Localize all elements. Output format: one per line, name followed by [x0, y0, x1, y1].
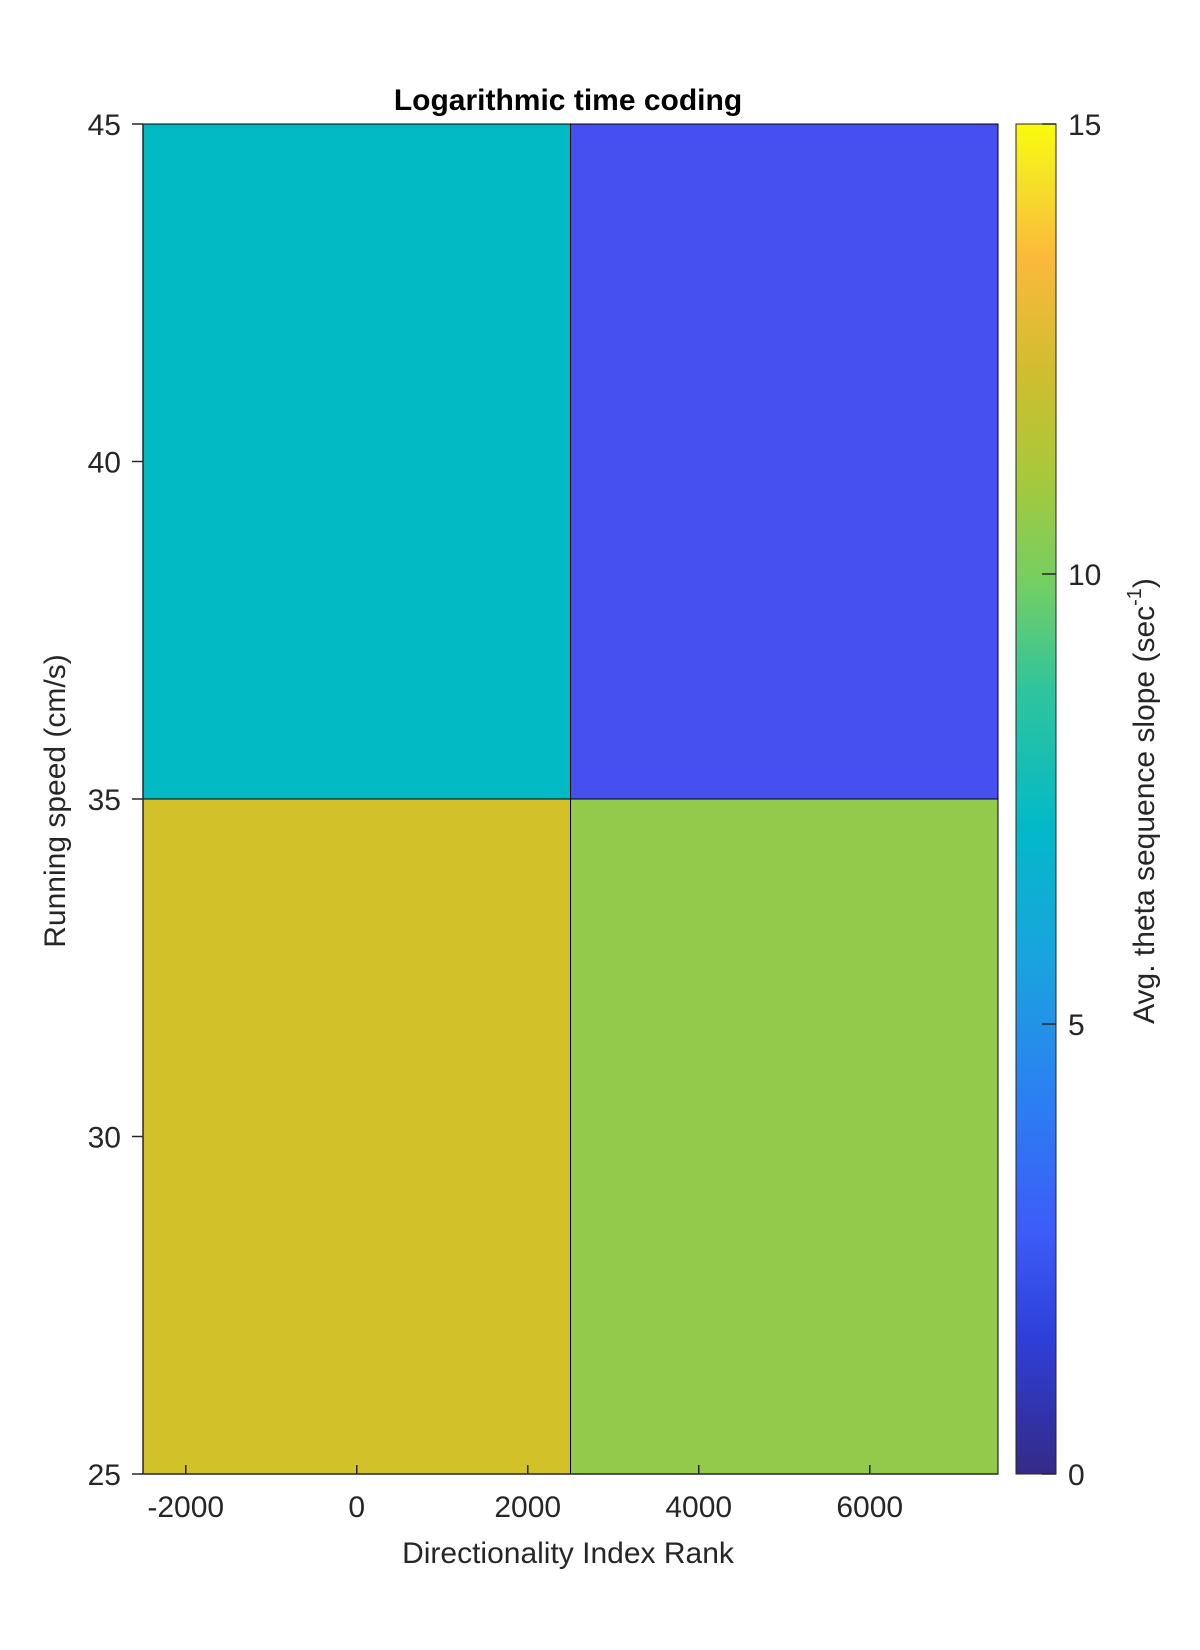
- colorbar-label: Avg. theta sequence slope (sec-1): [1124, 578, 1161, 1024]
- x-axis: -2000 0 2000 4000 6000: [143, 1465, 998, 1524]
- chart-title: Logarithmic time coding: [394, 84, 742, 117]
- y-tick-label: 45: [88, 109, 121, 142]
- colorbar-tick-label: 10: [1068, 559, 1101, 592]
- heatmap-cell-1: [570, 123, 999, 800]
- x-tick-label: 0: [348, 1491, 365, 1524]
- colorbar-label-suffix: ): [1128, 578, 1161, 588]
- y-axis-label: Running speed (cm/s): [39, 654, 72, 947]
- colorbar-tick-label: 15: [1068, 109, 1101, 142]
- x-axis-label: Directionality Index Rank: [402, 1537, 735, 1570]
- colorbar: 0 5 10 15: [1015, 109, 1101, 1492]
- x-tick-label: 4000: [665, 1491, 732, 1524]
- x-tick-label: -2000: [147, 1491, 224, 1524]
- heatmap-cell-3: [570, 798, 999, 1475]
- y-axis: 25 30 35 40 45: [88, 109, 144, 1492]
- x-tick-label: 2000: [494, 1491, 561, 1524]
- heatmap-cells: [142, 123, 999, 1475]
- heatmap-cell-0: [142, 123, 571, 800]
- colorbar-gradient: [1015, 123, 1057, 1475]
- y-tick-label: 25: [88, 1459, 121, 1492]
- heatmap-cell-2: [142, 798, 571, 1475]
- y-tick-label: 35: [88, 784, 121, 817]
- colorbar-tick-label: 0: [1068, 1459, 1085, 1492]
- colorbar-tick-label: 5: [1068, 1009, 1085, 1042]
- colorbar-label-superscript: -1: [1124, 588, 1146, 606]
- colorbar-label-main: Avg. theta sequence slope (sec: [1128, 606, 1161, 1024]
- x-tick-label: 6000: [836, 1491, 903, 1524]
- y-tick-label: 40: [88, 447, 121, 480]
- y-tick-label: 30: [88, 1122, 121, 1155]
